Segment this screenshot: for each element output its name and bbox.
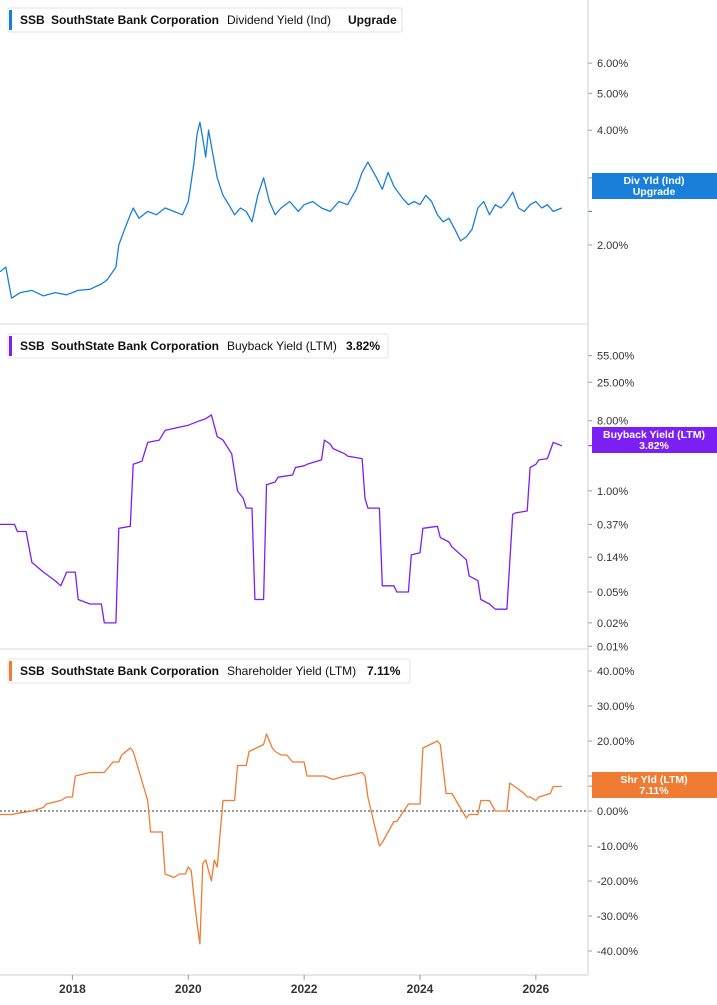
y-tick-label: 40.00% [597, 666, 635, 678]
legend-company: SouthState Bank Corporation [51, 664, 219, 678]
x-tick-label: 2022 [291, 982, 318, 996]
legend-value: 3.82% [346, 339, 380, 353]
legend-color-marker [9, 661, 12, 681]
legend-color-marker [9, 336, 12, 356]
legend-company: SouthState Bank Corporation [51, 13, 219, 27]
legend[interactable]: SSB SouthState Bank Corporation Buyback … [7, 333, 389, 359]
current-value-badge: Shr Yld (LTM) 7.11% [592, 772, 717, 798]
y-tick-label: 1.00% [597, 486, 628, 498]
badge-value: 7.11% [639, 785, 669, 797]
y-tick-label: 0.37% [597, 519, 628, 531]
y-axis-ticks: -40.00%-30.00%-20.00%-10.00%0.00%10.00%2… [588, 666, 638, 958]
y-tick-label: 20.00% [597, 736, 635, 748]
y-tick-label: 0.00% [597, 806, 628, 818]
badge-box [592, 427, 717, 453]
badge-label: Div Yld (Ind) [623, 175, 684, 187]
legend-box [7, 7, 403, 33]
y-tick-label: 2.00% [597, 240, 628, 252]
legend-metric: Dividend Yield (Ind) [227, 13, 331, 27]
series-line [0, 121, 563, 299]
buyback-yield-series [0, 414, 592, 624]
legend[interactable]: SSB SouthState Bank Corporation Sharehol… [7, 658, 411, 684]
shareholder-yield-series [0, 733, 592, 945]
legend-color-marker [9, 10, 12, 30]
legend-box [7, 333, 389, 359]
badge-label: Buyback Yield (LTM) [603, 429, 705, 441]
y-tick-label: 8.00% [597, 416, 628, 428]
y-tick-label: -30.00% [597, 911, 638, 923]
legend-company: SouthState Bank Corporation [51, 339, 219, 353]
y-tick-label: 4.00% [597, 125, 628, 137]
x-tick-label: 2020 [175, 982, 202, 996]
legend-ticker: SSB [20, 339, 45, 353]
legend-ticker: SSB [20, 13, 45, 27]
y-tick-label: 25.00% [597, 377, 635, 389]
y-axis-ticks: 0.01% 0.02% 0.05% 0.14% 0.37% 1.00% 8.00% 25.00… [588, 351, 635, 653]
y-tick-label: 0.05% [597, 587, 628, 599]
y-tick-label: -40.00% [597, 946, 638, 958]
y-tick-label: -10.00% [597, 841, 638, 853]
legend[interactable]: SSB SouthState Bank Corporation Dividend… [7, 7, 403, 33]
y-tick-label: 30.00% [597, 701, 635, 713]
legend-metric: Shareholder Yield (LTM) [227, 664, 356, 678]
y-tick-label: 0.02% [597, 618, 628, 630]
y-tick-label: 0.01% [597, 641, 628, 653]
legend-value: 7.11% [367, 664, 401, 678]
current-value-badge: Buyback Yield (LTM) 3.82% [592, 427, 717, 453]
y-tick-label: 6.00% [597, 58, 628, 70]
badge-value: 3.82% [639, 440, 669, 452]
x-tick-label: 2026 [523, 982, 550, 996]
badge-label: Shr Yld (LTM) [620, 774, 687, 786]
buyback-yield-panel: 0.01% 0.02% 0.05% 0.14% 0.37% 1.00% 8.00% 25.00… [0, 333, 717, 653]
badge-box [592, 772, 717, 798]
badge-value: Upgrade [633, 186, 676, 198]
legend-ticker: SSB [20, 664, 45, 678]
legend-box [7, 658, 411, 684]
x-tick-label: 2024 [407, 982, 434, 996]
y-tick-label: -20.00% [597, 876, 638, 888]
badge-box [592, 173, 717, 199]
legend-metric: Buyback Yield (LTM) [227, 339, 337, 353]
y-axis-ticks: 2.00%3.00%4.00%5.00%6.00% [588, 58, 628, 252]
shareholder-yield-panel: -40.00%-30.00%-20.00%-10.00%0.00%10.00%2… [0, 658, 717, 958]
series-line [0, 414, 563, 624]
x-axis: 2018 2020 2022 2024 2026 [59, 975, 550, 996]
y-tick-label: 0.14% [597, 552, 628, 564]
x-tick-label: 2018 [59, 982, 86, 996]
y-tick-label: 5.00% [597, 88, 628, 100]
series-line [0, 733, 562, 945]
dividend-yield-panel: 2.00%3.00%4.00%5.00%6.00% SSB SouthState… [0, 7, 717, 299]
y-tick-label: 55.00% [597, 351, 635, 363]
current-value-badge: Div Yld (Ind) Upgrade [592, 173, 717, 199]
legend-value: Upgrade [348, 13, 397, 27]
dividend-yield-series [0, 121, 592, 299]
